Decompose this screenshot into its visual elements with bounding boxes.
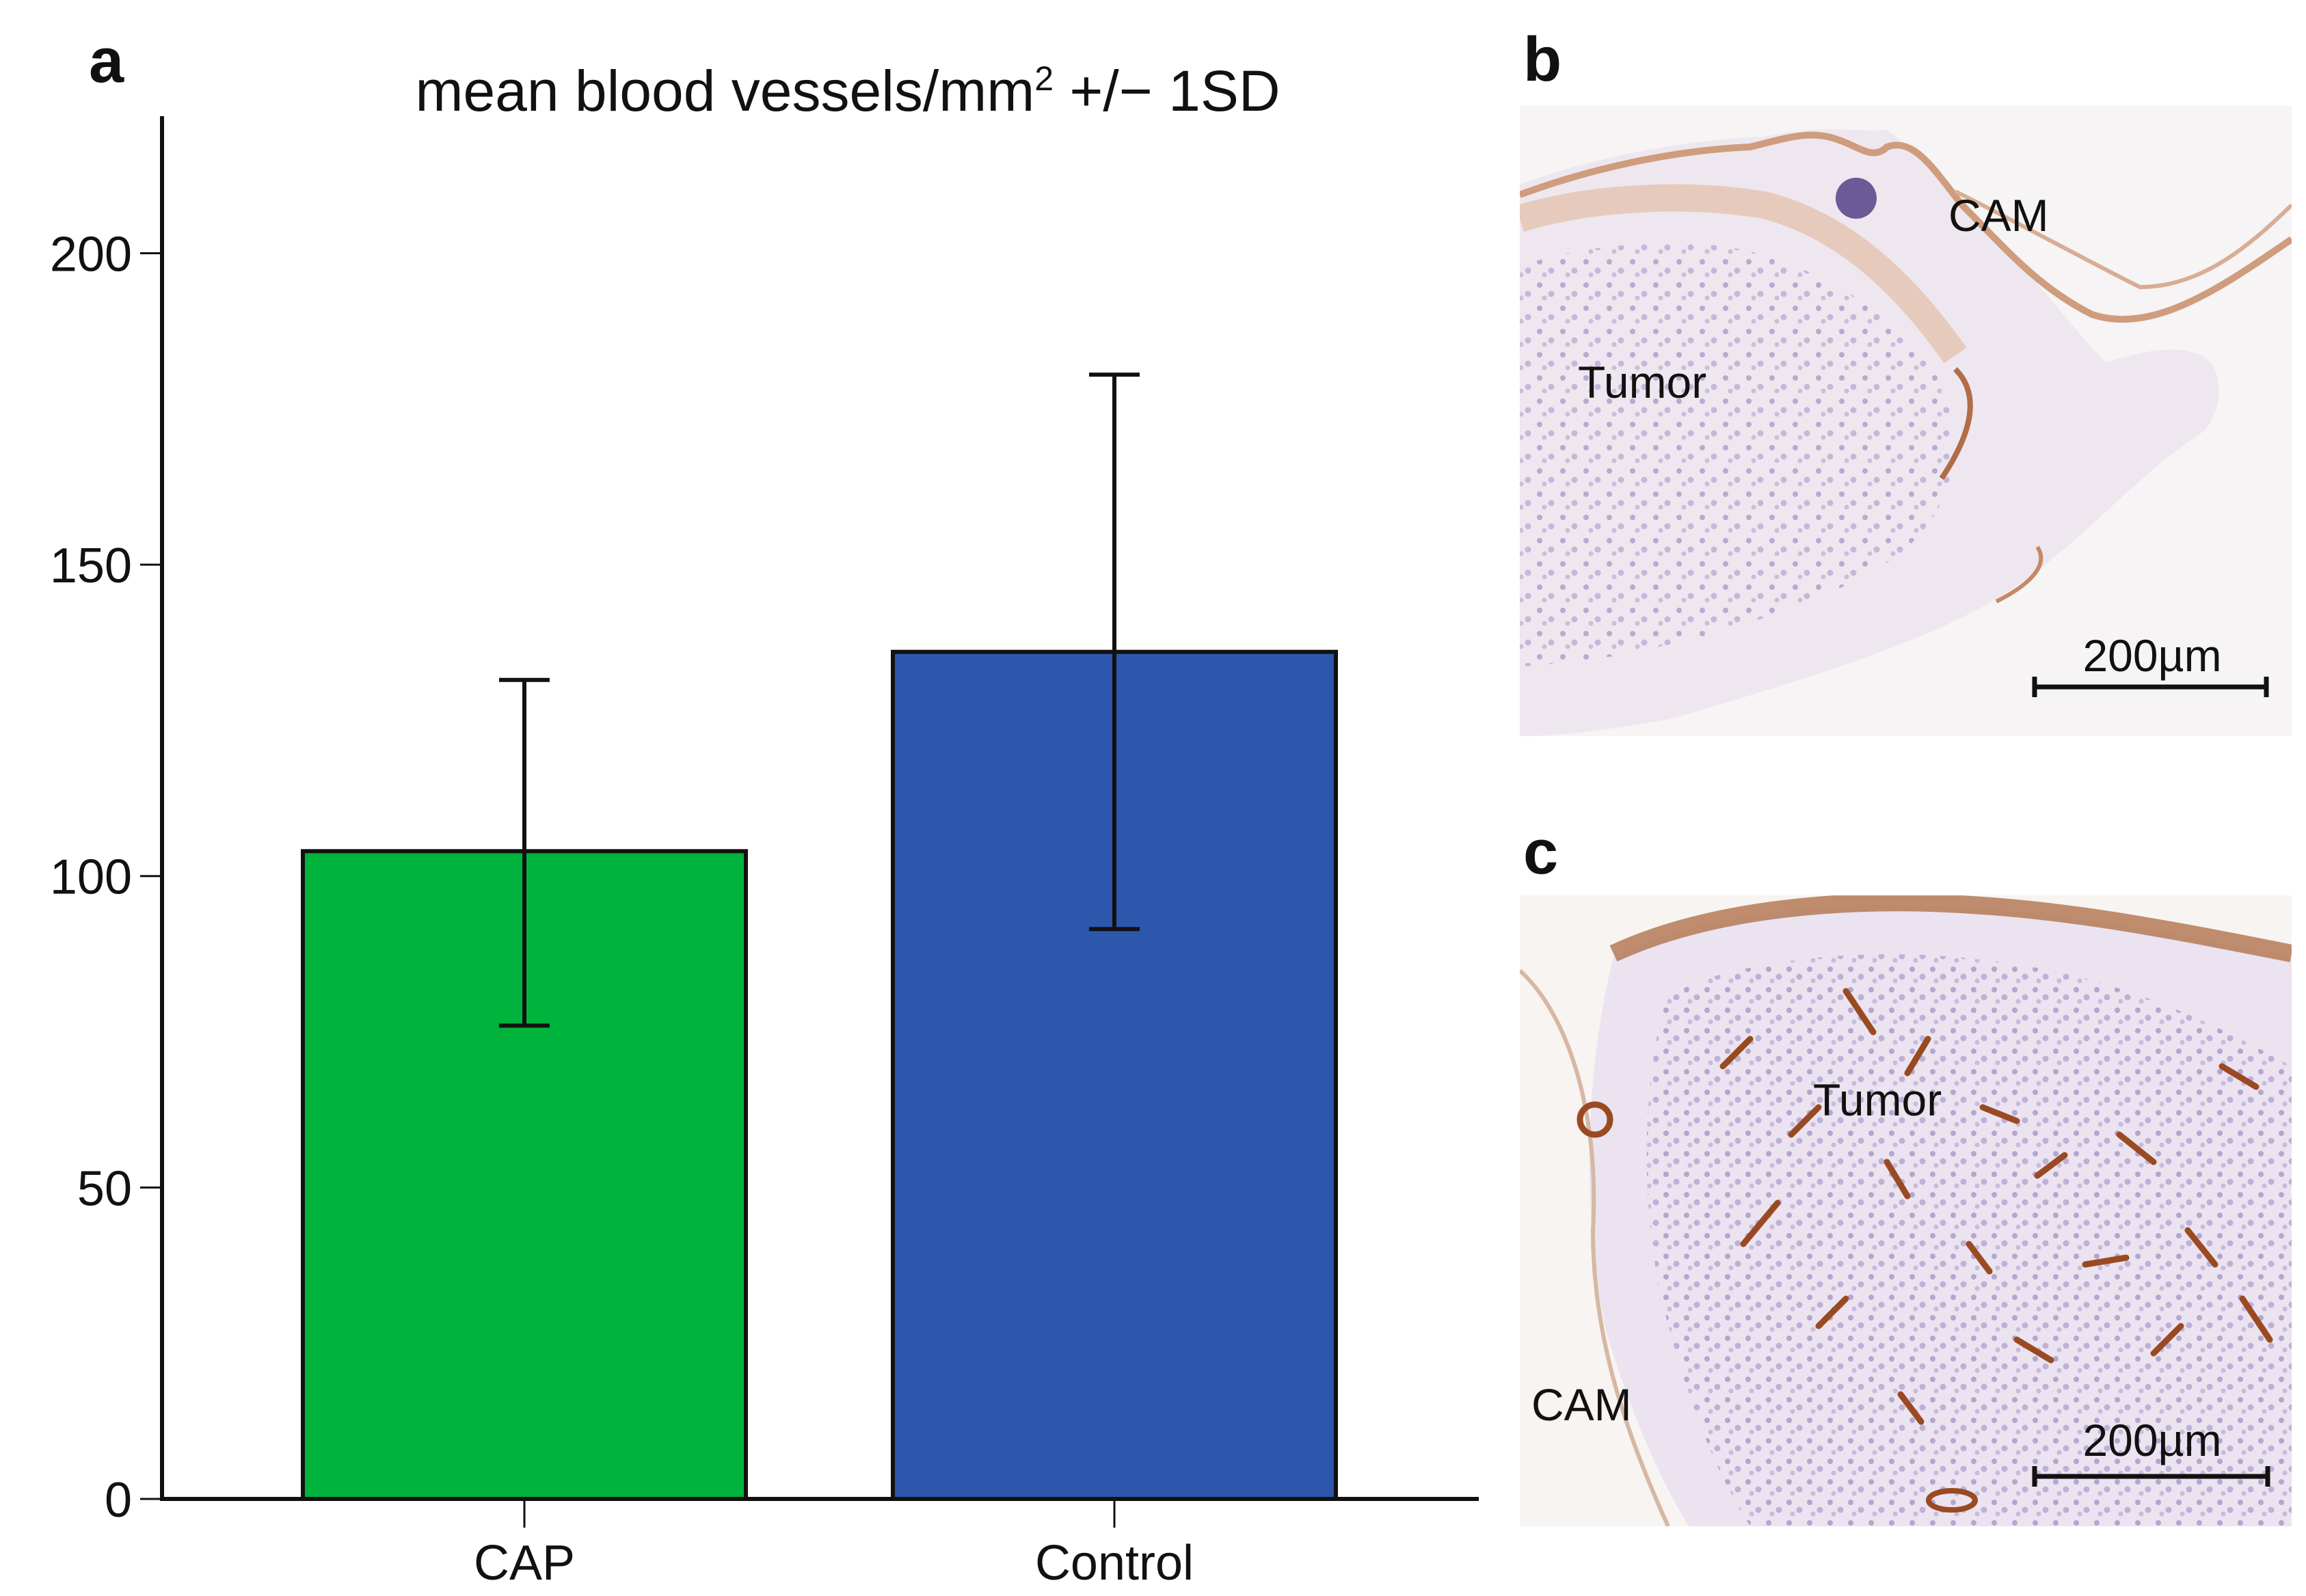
micrograph-b-scale-bar [2032,677,2269,697]
chart-title-rest: +/− 1SD [1054,59,1281,123]
micrograph-c-capsule [1609,895,2292,962]
panel-label-b: b [1523,25,1561,94]
micrograph-c-vessel [1979,1104,2020,1124]
micrograph-c-label-cam: CAM [1531,1379,1632,1430]
micrograph-c-label-tumor: Tumor [1813,1074,1942,1125]
micrograph-c-vessel-ring [1577,1101,1613,1138]
micrograph-b-cam-membrane [1520,131,2292,323]
micrograph-b-cam-membrane-outer [1954,189,2292,290]
chart-title-superscript: 2 [1034,59,1054,98]
panel-label-a: a [89,26,124,96]
micrograph-c-vessel-ring [1926,1488,1978,1513]
chart-title-main: mean blood vessels/mm [415,59,1034,123]
micrograph-c-vessel [2082,1254,2130,1268]
micrograph-c-cam-edge [1520,969,1670,1526]
micrograph-c-vessel [1883,1159,1911,1200]
micrograph-b-scale-bar-label: 200µm [2082,630,2221,681]
micrograph-b-label-tumor: Tumor [1578,357,1706,407]
micrograph-c-vessel [2116,1131,2157,1165]
micrograph-c-vessel [2013,1336,2054,1364]
y-tick-label: 200 [50,227,132,282]
micrograph-b [1520,106,2292,736]
micrograph-c-vessel [2034,1152,2068,1179]
chart-title: mean blood vessels/mm2 +/− 1SD [415,59,1280,123]
micrograph-c-vessel [2184,1227,2218,1268]
micrograph-c-vessel [1740,1200,1781,1247]
micrograph-b-vessel [1995,545,2043,604]
micrograph-c-vessel [1815,1295,1849,1329]
micrograph-c-vessel [1788,1104,1822,1138]
y-tick-label: 0 [105,1473,132,1528]
micrograph-c-scale-bar [2032,1466,2270,1487]
micrograph-b-stroma-band [1520,184,1967,364]
micrograph-c-tumor-mass [1646,954,2292,1526]
micrograph-c-vessel [1904,1036,1931,1077]
micrograph-b-vessel [1939,367,1973,481]
micrograph-c-vessels [1719,988,2273,1425]
micrograph-c-vessel [1966,1241,1993,1275]
micrograph-c-vessel [1719,1036,1754,1070]
micrograph-c-scale-bar-label: 200µm [2082,1415,2221,1465]
y-tick-label: 150 [50,539,132,593]
y-tick-label: 100 [50,850,132,905]
micrograph-c [1520,895,2292,1526]
micrograph-b-cell-cluster [1836,178,1877,219]
micrograph-c-vessel [2218,1063,2260,1090]
y-tick-label: 50 [77,1161,132,1216]
micrograph-b-tumor-mass [1520,243,1955,666]
x-tick-label-control: Control [1035,1536,1194,1591]
x-tick-label-cap: CAP [474,1536,575,1591]
micrograph-c-vessel [2239,1295,2273,1343]
micrograph-c-vessel [2150,1323,2184,1357]
panel-label-c: c [1523,817,1558,887]
micrograph-c-vessel [1897,1391,1925,1425]
micrograph-c-vessel [1842,988,1877,1036]
chart-plot-area: 0 50 100 150 200 CAP Control [50,116,1479,1591]
micrograph-b-label-cam: CAM [1948,190,2049,241]
